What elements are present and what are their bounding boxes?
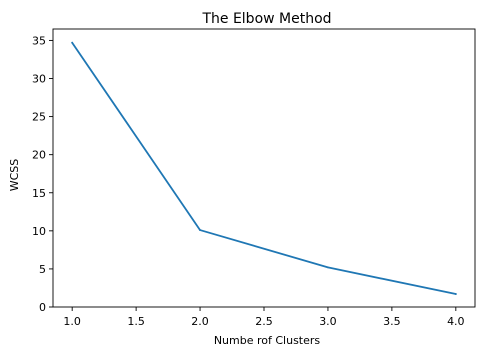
plot-area: 0 5 10 15 20 25 30 35 1.0 1.5 2.0 2.5 3.0 3.5 4.0 bbox=[32, 28, 476, 328]
x-tick-label: 3.5 bbox=[383, 315, 401, 328]
y-tick-label: 0 bbox=[39, 301, 46, 314]
x-axis-ticks: 1.0 1.5 2.0 2.5 3.0 3.5 4.0 bbox=[63, 307, 465, 328]
y-tick-label: 20 bbox=[32, 149, 46, 162]
data-point bbox=[454, 293, 457, 295]
x-tick-label: 3.0 bbox=[319, 315, 337, 328]
y-axis-label: WCSS bbox=[8, 159, 21, 192]
y-tick-label: 25 bbox=[32, 111, 46, 124]
x-tick-label: 2.0 bbox=[191, 315, 209, 328]
x-tick-label: 4.0 bbox=[447, 315, 465, 328]
x-tick-label: 2.5 bbox=[255, 315, 273, 328]
y-tick-label: 5 bbox=[39, 263, 46, 276]
y-tick-label: 15 bbox=[32, 187, 46, 200]
series-line bbox=[71, 41, 457, 295]
x-axis-label: Numbe rof Clusters bbox=[214, 334, 321, 347]
y-tick-label: 30 bbox=[32, 73, 46, 86]
y-axis-ticks: 0 5 10 15 20 25 30 35 bbox=[32, 34, 53, 314]
x-tick-label: 1.5 bbox=[127, 315, 145, 328]
y-tick-label: 35 bbox=[32, 34, 46, 47]
data-point bbox=[71, 41, 74, 44]
series-layer bbox=[71, 41, 457, 295]
data-point bbox=[327, 266, 329, 269]
data-point bbox=[199, 229, 201, 231]
x-tick-label: 1.0 bbox=[63, 315, 81, 328]
chart-title: The Elbow Method bbox=[201, 11, 331, 27]
plot-frame bbox=[52, 28, 476, 308]
y-tick-label: 10 bbox=[32, 225, 46, 238]
